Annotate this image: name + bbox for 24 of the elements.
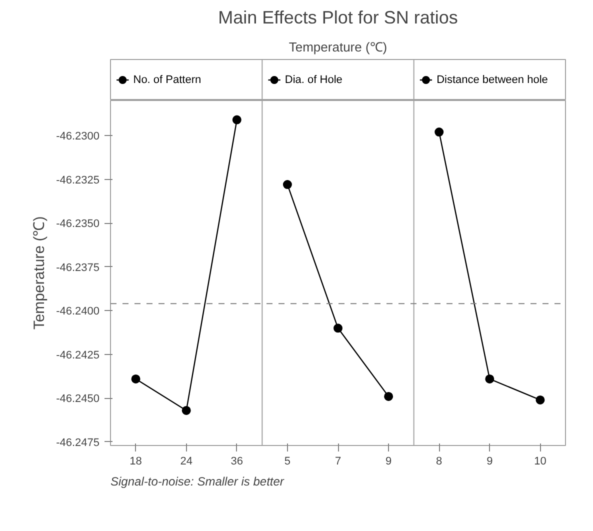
chart-subtitle: Temperature (℃) xyxy=(288,40,388,54)
y-axis-title: Temperature (℃) xyxy=(31,216,48,330)
x-tick-label: 24 xyxy=(180,456,192,468)
x-tick-label: 8 xyxy=(436,456,442,468)
x-tick-label: 5 xyxy=(284,456,291,468)
legend-label: Dia. of Hole xyxy=(284,74,342,86)
y-tick-label: -46.2300 xyxy=(56,130,100,143)
chart-title: Main Effects Plot for SN ratios xyxy=(218,8,458,28)
x-tick-label: 10 xyxy=(534,456,546,468)
y-tick-label: -46.2475 xyxy=(56,436,100,449)
x-tick-label: 9 xyxy=(486,456,493,468)
legend-label: No. of Pattern xyxy=(133,74,202,86)
x-tick-label: 9 xyxy=(385,456,392,468)
y-tick-label: -46.2375 xyxy=(56,262,100,274)
x-tick-label: 36 xyxy=(230,456,244,468)
y-tick-label: -46.2350 xyxy=(56,218,100,230)
y-tick-label: -46.2400 xyxy=(56,306,100,318)
y-tick-label: -46.2450 xyxy=(56,393,100,406)
legend-label: Distance between hole xyxy=(436,74,548,86)
y-tick-label: -46.2425 xyxy=(56,349,100,362)
text: Signal-to-noise: Smaller is better xyxy=(110,474,285,488)
y-tick-label: -46.2325 xyxy=(56,174,100,186)
x-tick-label: 7 xyxy=(334,456,342,468)
x-tick-label: 18 xyxy=(130,456,142,468)
